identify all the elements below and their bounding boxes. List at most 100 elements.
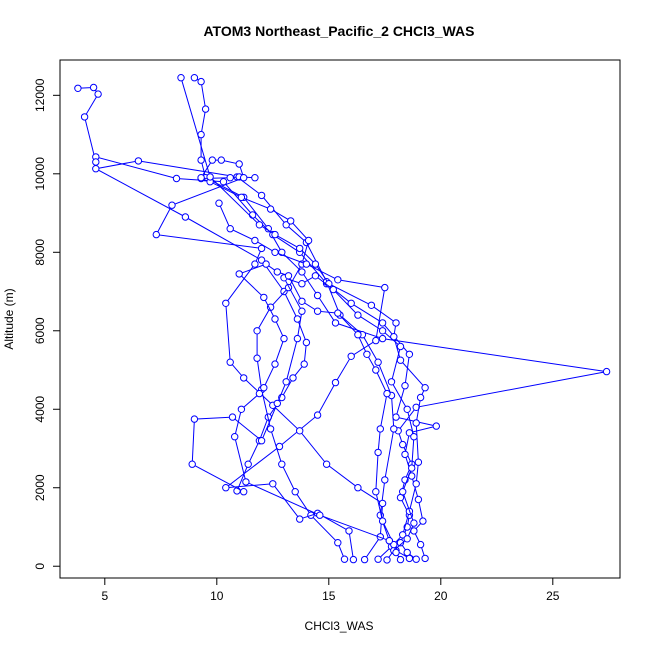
data-point bbox=[280, 287, 288, 296]
series-2 bbox=[74, 83, 440, 563]
data-point bbox=[284, 272, 293, 280]
y-tick-label: 2000 bbox=[33, 474, 47, 501]
x-tick-label: 20 bbox=[434, 589, 448, 603]
y-tick-label: 4000 bbox=[33, 396, 47, 423]
data-point bbox=[92, 158, 100, 166]
x-tick-label: 25 bbox=[546, 589, 560, 603]
data-point bbox=[372, 488, 380, 496]
data-point bbox=[331, 378, 340, 387]
data-point bbox=[390, 425, 398, 433]
data-point bbox=[231, 433, 239, 441]
data-point bbox=[316, 511, 324, 519]
y-tick-label: 6000 bbox=[33, 317, 47, 344]
data-point bbox=[253, 354, 261, 362]
data-point bbox=[399, 440, 407, 449]
data-point bbox=[217, 156, 226, 164]
data-point bbox=[334, 276, 342, 284]
data-point bbox=[293, 315, 302, 323]
data-point bbox=[385, 537, 393, 545]
data-point bbox=[302, 338, 311, 347]
data-point bbox=[311, 260, 320, 268]
data-point bbox=[363, 350, 371, 358]
data-point bbox=[354, 484, 362, 492]
data-point bbox=[253, 327, 261, 335]
data-point bbox=[237, 193, 246, 202]
data-point bbox=[255, 389, 264, 398]
data-point bbox=[168, 201, 176, 209]
data-point bbox=[396, 356, 405, 364]
data-point bbox=[296, 244, 304, 253]
data-point bbox=[293, 334, 302, 343]
data-point bbox=[240, 488, 248, 496]
data-point bbox=[244, 460, 252, 468]
data-point bbox=[240, 174, 248, 182]
y-axis: 0 2000 4000 6000 8000 10000 12000 bbox=[33, 78, 61, 570]
data-point bbox=[235, 270, 243, 278]
data-point bbox=[414, 495, 423, 504]
data-point bbox=[367, 301, 376, 309]
data-point bbox=[383, 556, 391, 564]
data-point bbox=[331, 319, 340, 327]
data-point bbox=[378, 517, 387, 525]
data-point bbox=[354, 311, 362, 319]
y-axis-label: Altitude (m) bbox=[2, 288, 16, 349]
data-point bbox=[296, 427, 304, 435]
data-point bbox=[396, 555, 405, 564]
data-point bbox=[296, 515, 304, 523]
data-point bbox=[416, 540, 425, 549]
x-tick-label: 10 bbox=[210, 589, 224, 603]
data-point bbox=[282, 378, 290, 386]
data-point bbox=[219, 178, 228, 186]
data-point bbox=[405, 554, 414, 563]
data-point bbox=[372, 366, 380, 374]
series-7 bbox=[177, 74, 429, 563]
series-6 bbox=[152, 156, 387, 564]
data-point bbox=[260, 384, 268, 392]
x-tick-label: 15 bbox=[322, 589, 336, 603]
data-point bbox=[94, 90, 102, 98]
y-tick-label: 10000 bbox=[33, 157, 47, 191]
data-point bbox=[374, 448, 382, 457]
data-point bbox=[255, 221, 264, 229]
y-tick-label: 12000 bbox=[33, 78, 47, 112]
data-point bbox=[172, 174, 181, 183]
data-point bbox=[416, 393, 425, 402]
data-point bbox=[378, 499, 387, 508]
data-point bbox=[197, 156, 205, 164]
data-point bbox=[408, 464, 416, 472]
data-point bbox=[410, 519, 418, 527]
data-point bbox=[248, 211, 257, 219]
series-5 bbox=[215, 199, 389, 564]
data-point bbox=[403, 535, 411, 543]
data-point bbox=[237, 405, 246, 413]
y-tick-label: 0 bbox=[33, 563, 47, 570]
data-point bbox=[313, 411, 322, 419]
data-point bbox=[206, 173, 214, 181]
data-point bbox=[257, 244, 266, 253]
data-point bbox=[399, 488, 407, 496]
data-point bbox=[349, 555, 358, 564]
data-point bbox=[215, 199, 223, 207]
data-point bbox=[313, 307, 322, 315]
data-point bbox=[381, 283, 389, 292]
data-point bbox=[257, 256, 266, 264]
data-point bbox=[345, 527, 353, 535]
data-point bbox=[378, 334, 387, 343]
data-point bbox=[432, 422, 440, 430]
plot-frame bbox=[59, 59, 621, 579]
data-point bbox=[278, 460, 286, 468]
y-tick-label: 8000 bbox=[33, 239, 47, 266]
series-line bbox=[180, 77, 426, 560]
data-point bbox=[298, 297, 306, 305]
data-point bbox=[304, 236, 313, 245]
data-point bbox=[240, 374, 248, 382]
data-point bbox=[421, 554, 429, 563]
data-point bbox=[412, 555, 420, 563]
data-point bbox=[271, 248, 279, 257]
data-point bbox=[602, 367, 611, 376]
data-point bbox=[298, 307, 306, 315]
data-point bbox=[392, 319, 400, 327]
data-point bbox=[372, 336, 380, 345]
data-point bbox=[399, 531, 407, 539]
data-point bbox=[226, 358, 234, 366]
